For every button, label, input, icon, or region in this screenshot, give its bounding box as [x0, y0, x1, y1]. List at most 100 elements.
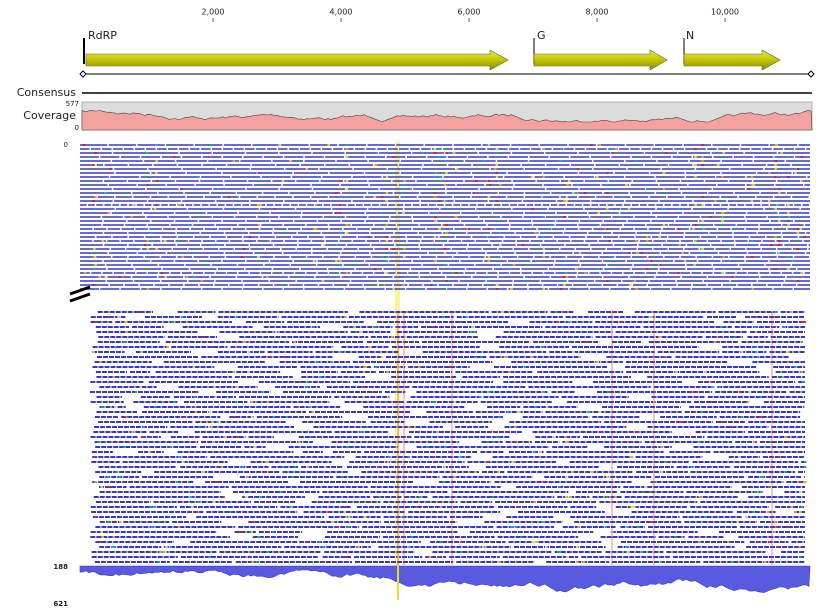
mismatch [718, 386, 721, 388]
mismatch [452, 152, 456, 154]
mismatch [137, 311, 141, 313]
mismatch [756, 541, 759, 543]
mismatch [335, 272, 338, 274]
mismatch [134, 391, 138, 393]
mismatch [160, 272, 164, 274]
mismatch [628, 252, 631, 254]
mismatch [799, 511, 802, 513]
mismatch [800, 321, 804, 323]
mismatch [438, 556, 441, 558]
mismatch [141, 436, 145, 438]
mismatch [331, 521, 335, 523]
mismatch [193, 396, 196, 398]
mismatch [376, 466, 380, 468]
mismatch [473, 331, 477, 333]
mismatch [611, 148, 614, 150]
mismatch [702, 451, 706, 453]
mismatch [748, 188, 751, 190]
mismatch [93, 268, 96, 270]
mismatch [584, 272, 587, 274]
mismatch [84, 272, 87, 274]
mismatch [722, 200, 725, 202]
mismatch [487, 280, 491, 282]
mismatch [166, 144, 169, 146]
mismatch [234, 386, 238, 388]
mismatch [322, 244, 326, 246]
mismatch [339, 501, 343, 503]
mismatch [107, 476, 110, 478]
mismatch [770, 244, 773, 246]
mismatch [750, 176, 754, 178]
mismatch [491, 496, 494, 498]
mismatch [241, 466, 244, 468]
mismatch [257, 204, 260, 206]
mismatch [759, 516, 763, 518]
mismatch [438, 176, 441, 178]
mismatch [495, 284, 499, 286]
mismatch [433, 284, 437, 286]
mismatch [787, 204, 790, 206]
mismatch [123, 341, 126, 343]
mismatch [766, 511, 770, 513]
mismatch [783, 471, 787, 473]
mismatch [212, 441, 216, 443]
mismatch [99, 541, 102, 543]
mismatch [613, 204, 616, 206]
mismatch [728, 244, 732, 246]
mismatch [784, 436, 788, 438]
mismatch [392, 156, 395, 158]
mismatch [93, 284, 96, 286]
mismatch [283, 356, 286, 358]
mismatch [794, 511, 797, 513]
ruler-label: 6,000 [458, 8, 481, 17]
mismatch [634, 160, 637, 162]
mismatch [309, 436, 312, 438]
mismatch [694, 224, 697, 226]
mismatch [578, 252, 582, 254]
mismatch [338, 180, 342, 182]
mismatch [545, 406, 549, 408]
mismatch [590, 144, 593, 146]
mismatch [793, 200, 797, 202]
mismatch [781, 376, 784, 378]
mismatch [107, 316, 110, 318]
mismatch [739, 391, 742, 393]
mismatch [542, 148, 545, 150]
mismatch [338, 212, 342, 214]
mismatch [289, 160, 292, 162]
mismatch [409, 276, 412, 278]
mismatch [443, 160, 447, 162]
mismatch [754, 316, 757, 318]
mismatch [247, 351, 251, 353]
mismatch [273, 208, 277, 210]
mismatch [774, 160, 777, 162]
mismatch [240, 256, 243, 258]
mismatch [774, 144, 777, 146]
mismatch [180, 316, 184, 318]
mismatch [443, 156, 447, 158]
mismatch [94, 264, 97, 266]
mismatch [443, 248, 447, 250]
mismatch [804, 461, 807, 463]
mismatch [630, 276, 633, 278]
mismatch [112, 376, 115, 378]
mismatch [119, 521, 122, 523]
ruler-label: 10,000 [711, 8, 739, 17]
mismatch [768, 200, 771, 202]
mismatch [385, 224, 389, 226]
mismatch [495, 200, 499, 202]
mismatch [100, 531, 103, 533]
mismatch [649, 260, 653, 262]
mismatch [755, 351, 758, 353]
mismatch [426, 446, 429, 448]
mismatch [207, 144, 211, 146]
mismatch [778, 220, 781, 222]
mismatch [746, 401, 750, 403]
mismatch [197, 212, 200, 214]
mismatch [761, 184, 765, 186]
mismatch [790, 220, 793, 222]
mismatch [787, 256, 790, 258]
mismatch [392, 248, 395, 250]
mismatch [489, 184, 492, 186]
mismatch [506, 411, 510, 413]
